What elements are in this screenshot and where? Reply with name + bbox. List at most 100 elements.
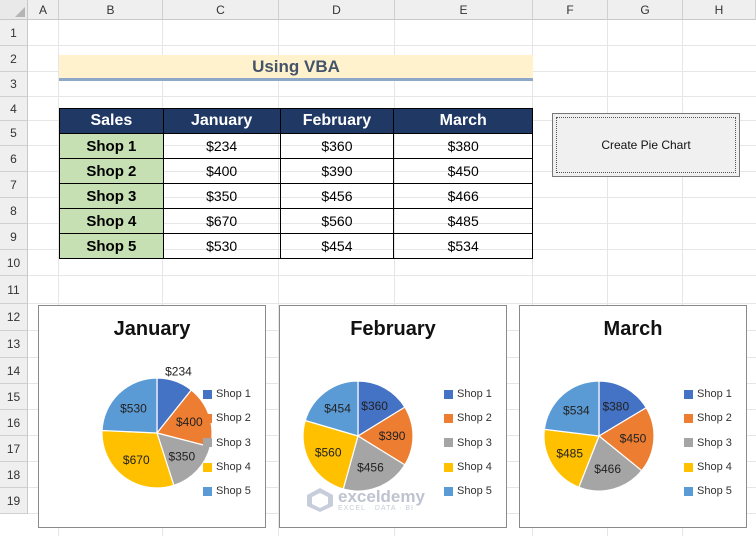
legend-label: Shop 5 — [216, 485, 251, 498]
legend-swatch — [684, 389, 693, 399]
value-cell[interactable]: $670 — [162, 208, 281, 234]
legend-label: Shop 5 — [457, 485, 492, 498]
row-header[interactable]: 17 — [0, 436, 28, 462]
legend-item: Shop 5 — [203, 479, 251, 503]
row-header[interactable]: 13 — [0, 331, 28, 358]
header-sales[interactable]: Sales — [59, 108, 164, 134]
value-cell[interactable]: $534 — [393, 233, 533, 259]
legend-label: Shop 3 — [216, 436, 251, 449]
pie-slice[interactable] — [543, 428, 600, 488]
grid-line — [28, 303, 756, 304]
grid-line — [607, 20, 608, 536]
legend-item: Shop 2 — [203, 406, 251, 430]
row-header[interactable]: 12 — [0, 304, 28, 331]
row-header[interactable]: 14 — [0, 358, 28, 384]
column-header[interactable]: B — [59, 0, 163, 20]
row-header[interactable]: 2 — [0, 46, 28, 72]
row-header[interactable]: 11 — [0, 276, 28, 304]
value-cell[interactable]: $485 — [393, 208, 533, 234]
row-header[interactable]: 5 — [0, 121, 28, 146]
row-header[interactable]: 15 — [0, 384, 28, 410]
column-header[interactable]: E — [395, 0, 533, 20]
watermark-text: exceldemy EXCEL · DATA · BI — [338, 488, 425, 512]
chart-february[interactable]: February $360 $390 $456 $560 $454 Shop 1 Shop… — [279, 305, 507, 528]
column-header[interactable]: G — [608, 0, 683, 20]
grid-line — [682, 20, 683, 536]
select-all-corner[interactable] — [0, 0, 28, 20]
chart-january[interactable]: January $234 $400 $350 $670 $530 Shop 1 Shop … — [38, 305, 266, 528]
shop-cell[interactable]: Shop 2 — [59, 158, 164, 184]
pie-slice[interactable] — [578, 435, 643, 492]
grid-line — [278, 20, 279, 536]
value-cell[interactable]: $234 — [162, 133, 281, 159]
legend-label: Shop 5 — [697, 485, 732, 498]
pie-slice[interactable] — [598, 380, 648, 438]
pie-slice[interactable] — [302, 419, 359, 490]
column-header[interactable]: C — [163, 0, 279, 20]
legend-swatch — [444, 462, 453, 472]
pie-slice[interactable] — [101, 429, 175, 489]
data-label: $485 — [556, 446, 583, 460]
row-header[interactable]: 10 — [0, 250, 28, 276]
row-header[interactable]: 19 — [0, 488, 28, 514]
legend-swatch — [444, 438, 453, 448]
column-header[interactable]: A — [28, 0, 59, 20]
value-cell[interactable]: $466 — [393, 183, 533, 209]
shop-cell[interactable]: Shop 4 — [59, 208, 164, 234]
column-header[interactable]: H — [683, 0, 756, 20]
legend-label: Shop 1 — [457, 388, 492, 401]
row-header[interactable]: 1 — [0, 20, 28, 46]
grid-line — [394, 20, 395, 536]
table-row: Shop 4 $670 $560 $485 — [59, 208, 533, 234]
pie-slice[interactable] — [356, 406, 414, 466]
row-header[interactable]: 9 — [0, 224, 28, 250]
header-january[interactable]: January — [162, 108, 281, 134]
value-cell[interactable]: $450 — [393, 158, 533, 184]
sheet-title: Using VBA — [59, 55, 533, 81]
grid-line — [28, 96, 756, 97]
header-february[interactable]: February — [279, 108, 395, 134]
value-cell[interactable]: $454 — [279, 233, 395, 259]
pie-slice[interactable] — [543, 380, 600, 437]
value-cell[interactable]: $380 — [393, 133, 533, 159]
value-cell[interactable]: $456 — [279, 183, 395, 209]
shop-cell[interactable]: Shop 3 — [59, 183, 164, 209]
data-label: $360 — [361, 399, 388, 413]
grid-line — [162, 20, 163, 536]
shop-cell[interactable]: Shop 1 — [59, 133, 164, 159]
row-header[interactable]: 3 — [0, 72, 28, 97]
shop-cell[interactable]: Shop 5 — [59, 233, 164, 259]
legend-item: Shop 1 — [203, 382, 251, 406]
pie-slice[interactable] — [156, 432, 211, 487]
exceldemy-logo-icon — [307, 488, 333, 512]
pie-february: $360 $390 $456 $560 $454 — [302, 380, 414, 492]
header-march[interactable]: March — [393, 108, 533, 134]
value-cell[interactable]: $350 — [162, 183, 281, 209]
pie-slice[interactable] — [342, 435, 406, 492]
column-header[interactable]: F — [533, 0, 608, 20]
pie-slice[interactable] — [101, 377, 158, 434]
create-pie-chart-button[interactable]: Create Pie Chart — [552, 113, 740, 177]
pie-slice[interactable] — [304, 380, 359, 437]
pie-slice[interactable] — [357, 380, 406, 438]
table-row: Shop 5 $530 $454 $534 — [59, 233, 533, 259]
value-cell[interactable]: $560 — [279, 208, 395, 234]
row-header[interactable]: 6 — [0, 146, 28, 172]
pie-slice[interactable] — [597, 406, 655, 472]
row-header[interactable]: 4 — [0, 97, 28, 121]
value-cell[interactable]: $530 — [162, 233, 281, 259]
column-header[interactable]: D — [279, 0, 395, 20]
value-cell[interactable]: $360 — [279, 133, 395, 159]
row-header[interactable]: 8 — [0, 198, 28, 224]
row-header[interactable]: 7 — [0, 172, 28, 198]
data-label: $234 — [165, 365, 192, 379]
row-header[interactable]: 18 — [0, 462, 28, 488]
value-cell[interactable]: $400 — [162, 158, 281, 184]
legend-swatch — [684, 462, 693, 472]
legend-swatch — [203, 486, 212, 496]
value-cell[interactable]: $390 — [279, 158, 395, 184]
row-header[interactable]: 16 — [0, 410, 28, 436]
chart-legend: Shop 1 Shop 2 Shop 3 Shop 4 Shop 5 — [444, 382, 492, 503]
table-row: Shop 2 $400 $390 $450 — [59, 158, 533, 184]
